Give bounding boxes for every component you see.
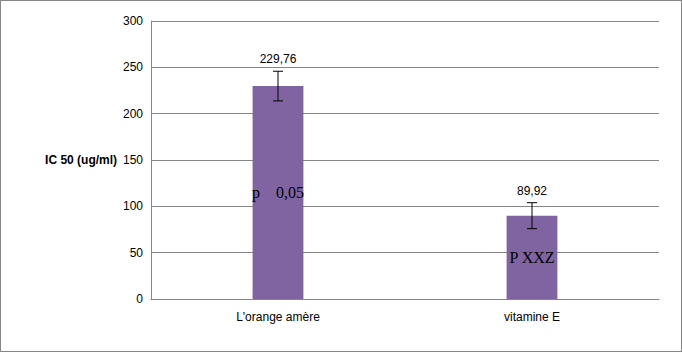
svg-text:100: 100: [123, 199, 143, 213]
svg-text:300: 300: [123, 14, 143, 28]
svg-text:L'orange amère: L'orange amère: [236, 310, 320, 324]
svg-text:200: 200: [123, 107, 143, 121]
svg-text:229,76: 229,76: [260, 52, 297, 66]
svg-text:IC 50 (ug/ml): IC 50 (ug/ml): [45, 153, 117, 167]
svg-text:P XXZ: P XXZ: [509, 249, 554, 266]
svg-text:150: 150: [123, 153, 143, 167]
svg-text:p 0,05: p 0,05: [252, 184, 304, 202]
svg-text:0: 0: [136, 292, 143, 306]
svg-text:250: 250: [123, 60, 143, 74]
svg-text:50: 50: [130, 246, 144, 260]
svg-text:vitamine E: vitamine E: [504, 310, 560, 324]
svg-text:89,92: 89,92: [517, 184, 547, 198]
